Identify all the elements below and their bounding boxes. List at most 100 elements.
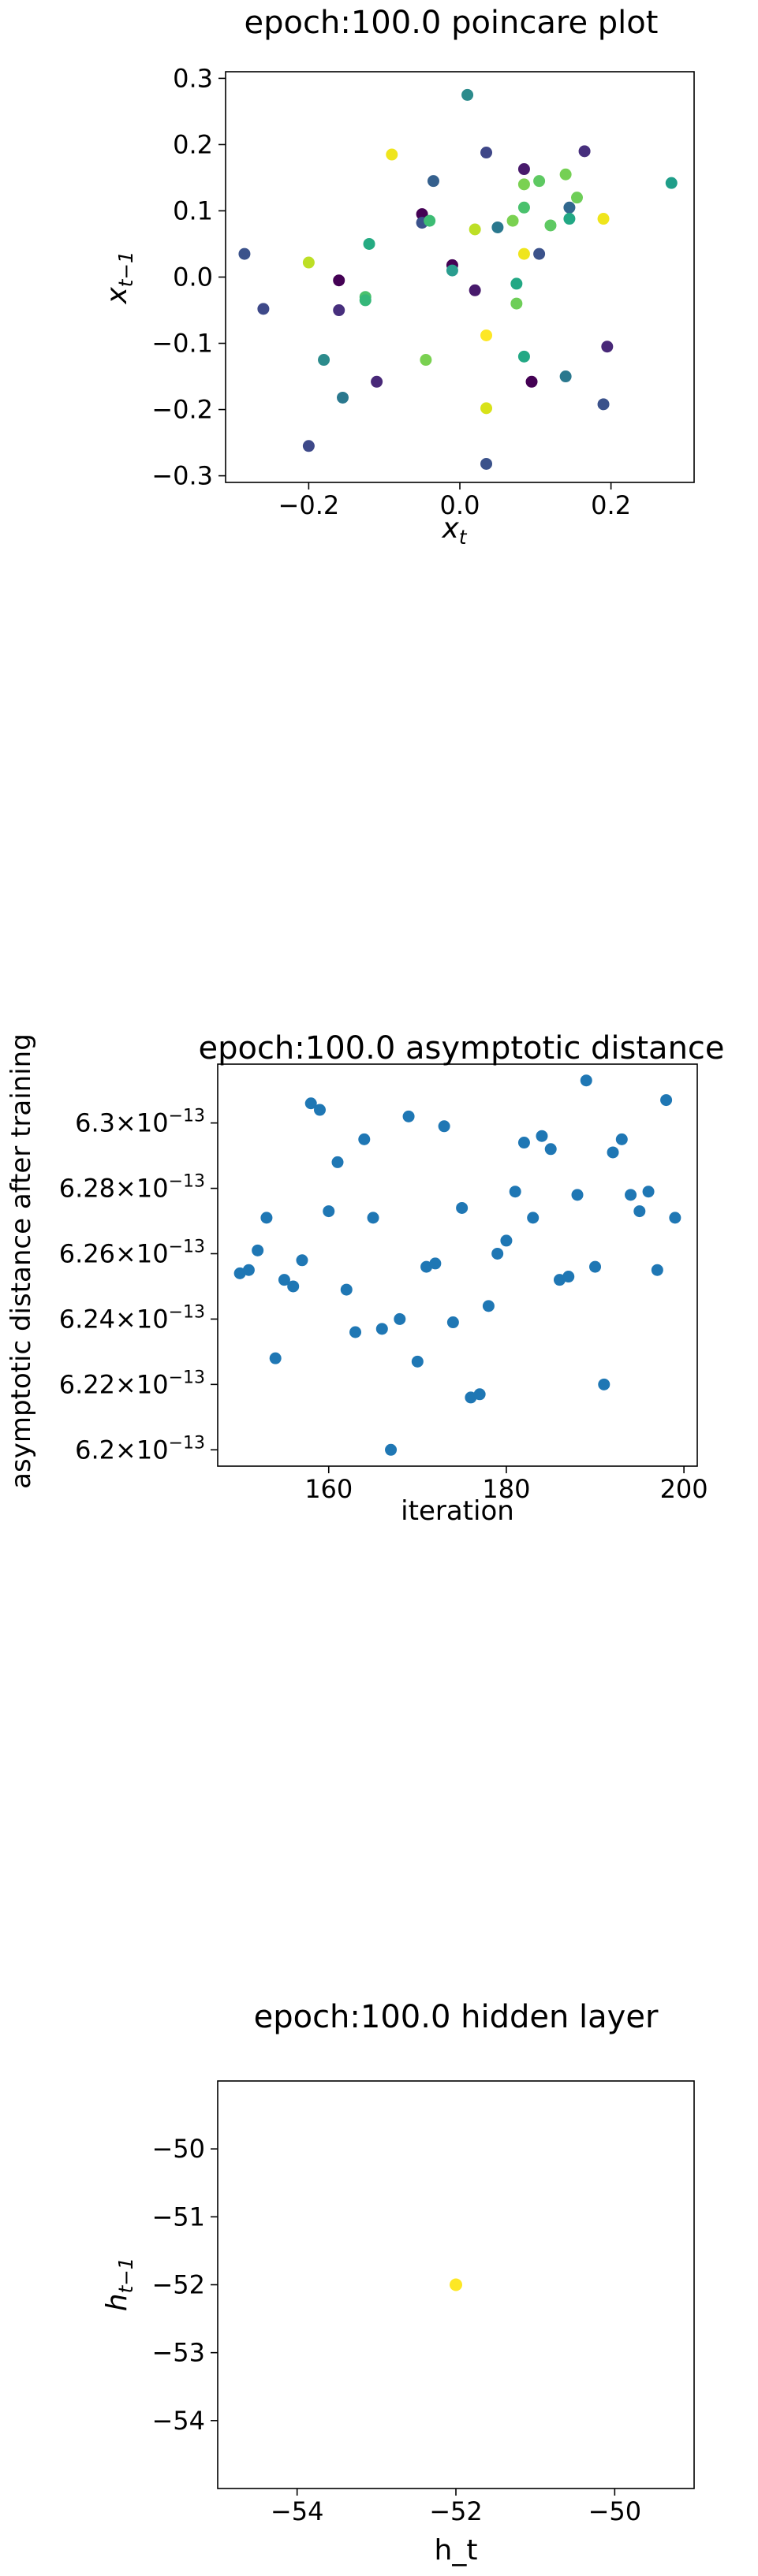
x-tick-label: 0.2 (591, 490, 631, 520)
scatter-point (510, 277, 523, 290)
y-tick-label: 0.1 (173, 195, 213, 225)
scatter-point (578, 145, 591, 158)
scatter-point (318, 354, 330, 367)
x-axis-label: h_t (435, 2534, 478, 2567)
scatter-point (669, 1212, 681, 1224)
chart-title: epoch:100.0 asymptotic distance (198, 1030, 724, 1067)
scatter-point (615, 1133, 628, 1145)
scatter-point (473, 1388, 486, 1401)
asymptotic-distance-svg: epoch:100.0 asymptotic distance 160 180 200… (6, 1030, 725, 1527)
scatter-point (438, 1120, 450, 1133)
scatter-point (517, 248, 530, 260)
scatter-point (533, 175, 546, 188)
scatter-point (333, 274, 345, 287)
scatter-point (527, 1212, 540, 1224)
scatter-point (469, 223, 481, 236)
y-tick-label: 6.3×10−13 (75, 1107, 205, 1138)
y-tick-label: 0.2 (173, 129, 213, 159)
asymptotic-distance-figure: epoch:100.0 asymptotic distance 160 180 200… (0, 1025, 758, 1624)
x-tick-label: 180 (482, 1474, 530, 1504)
scatter-point (269, 1352, 282, 1364)
scatter-point (509, 1186, 521, 1198)
scatter-point (506, 214, 519, 227)
y-tick-label: −52 (151, 2270, 205, 2300)
scatter-point (340, 1283, 353, 1296)
x-tick-label: −54 (271, 2496, 324, 2526)
scatter-point (371, 375, 383, 388)
y-tick-label: 6.26×10−13 (59, 1237, 205, 1268)
scatter-point (304, 1097, 317, 1110)
scatter-point (482, 1300, 495, 1312)
scatter-point (562, 1271, 575, 1283)
x-tick-label: −0.2 (278, 490, 340, 520)
scatter-point (544, 219, 557, 232)
scatter-point (323, 1205, 335, 1218)
scatter-point (446, 1316, 459, 1329)
scatter-point (394, 1312, 406, 1325)
scatter-point (559, 168, 572, 181)
scatter-point (589, 1260, 602, 1273)
chart-title: epoch:100.0 hidden layer (254, 1999, 659, 2035)
scatter-point (429, 1257, 442, 1270)
y-axis-label: asymptotic distance after training (6, 1033, 37, 1489)
chart-title: epoch:100.0 poincare plot (245, 5, 659, 41)
plot-frame (225, 71, 695, 483)
scatter-point (601, 341, 614, 353)
scatter-point (461, 88, 474, 101)
y-tick-label: −51 (151, 2202, 205, 2232)
scatter-point (233, 1267, 246, 1279)
x-tick-label: 200 (660, 1474, 708, 1504)
scatter-point (337, 391, 349, 404)
scatter-point (358, 1133, 371, 1145)
scatter-point (660, 1094, 673, 1107)
y-axis-label: xt−1 (101, 251, 137, 305)
scatter-point (553, 1274, 566, 1286)
scatter-point (625, 1189, 637, 1201)
scatter-point (465, 1391, 477, 1404)
x-tick-label: −52 (429, 2496, 483, 2526)
scatter-point (363, 237, 375, 250)
scatter-point (480, 457, 493, 470)
scatter-point (633, 1205, 646, 1218)
scatter-point (491, 221, 504, 233)
y-axis-label: ht−1 (101, 2258, 137, 2312)
scatter-point (642, 1186, 655, 1198)
scatter-point (257, 303, 270, 315)
scatter-point (359, 294, 372, 307)
scatter-point (450, 2278, 462, 2291)
y-tick-label: 6.2×10−13 (75, 1433, 205, 1465)
scatter-point (517, 1137, 530, 1149)
scatter-point (536, 1130, 548, 1142)
scatter-point (517, 163, 530, 176)
scatter-point (333, 304, 345, 317)
poincare-plot-figure: epoch:100.0 poincare plot −0.2 0.0 0.2 −0.3 −… (0, 0, 758, 862)
scatter-point (480, 147, 493, 159)
scatter-point (260, 1212, 273, 1224)
y-tick-label: 6.24×10−13 (59, 1302, 205, 1334)
y-tick-label: 6.28×10−13 (59, 1172, 205, 1204)
scatter-point (302, 256, 315, 269)
scatter-point (446, 264, 458, 277)
poincare-plot-svg: epoch:100.0 poincare plot −0.2 0.0 0.2 −0.3 −… (101, 5, 695, 549)
scatter-point (331, 1156, 344, 1168)
scatter-point (580, 1074, 592, 1087)
scatter-point (238, 248, 251, 260)
scatter-point (533, 248, 546, 260)
scatter-point (302, 440, 315, 452)
scatter-point (651, 1264, 663, 1276)
y-tick-label: −0.2 (151, 395, 213, 425)
y-tick-label: 6.22×10−13 (59, 1368, 205, 1399)
scatter-point (597, 213, 610, 225)
scatter-point (287, 1280, 300, 1293)
scatter-point (420, 354, 432, 367)
scatter-point (296, 1254, 308, 1267)
scatter-point (544, 1143, 557, 1156)
scatter-point (278, 1274, 290, 1286)
scatter-point (517, 201, 530, 214)
scatter-point (349, 1326, 362, 1338)
scatter-point (375, 1323, 388, 1335)
y-tick-label: 0.3 (173, 63, 213, 93)
scatter-point (597, 398, 610, 411)
scatter-point (500, 1234, 513, 1247)
y-tick-label: −53 (151, 2338, 205, 2368)
